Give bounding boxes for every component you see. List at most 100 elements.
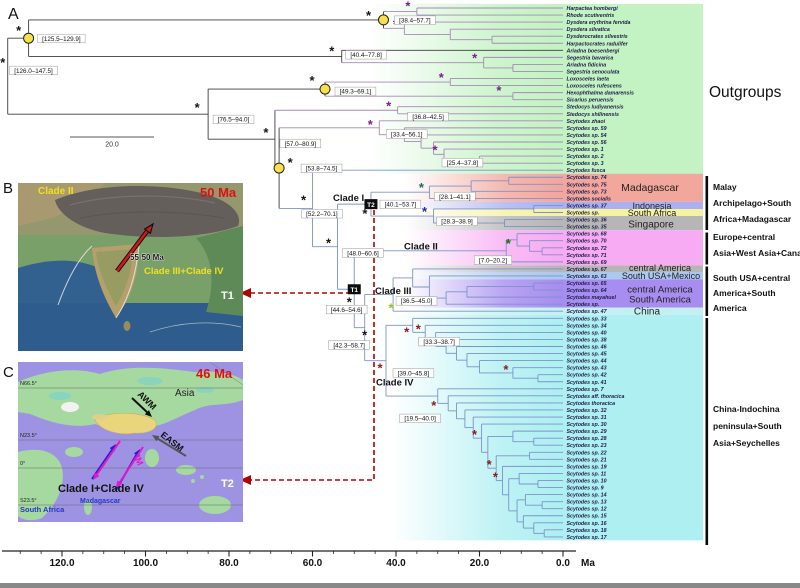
panel-b-letter: B [3, 180, 13, 197]
region-description-line: China-Indochina [713, 404, 780, 414]
panel-b-clade2-label: Clade II [38, 186, 74, 197]
panel-b-collision-age: 55-50 Ma [130, 253, 164, 262]
taxon-label: Scytodes mayahuel [567, 295, 617, 301]
region-description-line: Archipelago+South [713, 198, 791, 208]
taxon-label: Scytodes sp. 41 [567, 380, 607, 386]
node-age-label: [25.4–37.8] [447, 160, 479, 167]
panel-c-age-label: 46 Ma [196, 366, 233, 381]
panel-c-asia-label: Asia [175, 388, 195, 399]
group-bar [706, 267, 709, 317]
taxon-label: Scytodes sp. 12 [567, 507, 607, 513]
taxon-label: Scytodes sp. 56 [567, 140, 607, 146]
taxon-label: Scytodes sp. 31 [567, 415, 607, 421]
taxon-label: Scytodes sp. 35 [567, 225, 608, 231]
panel-c-madagascar-label: Madagascar [80, 498, 121, 505]
taxon-label: Scytodes sp. 38 [567, 337, 607, 343]
panel-c-clades-label: Clade I+Clade IV [58, 483, 145, 495]
taxon-label: Scytodes sp. 23 [567, 443, 607, 449]
node-age-label: [38.4–57.7] [399, 18, 431, 25]
taxon-label: Scytodes socialis [567, 196, 612, 202]
taxon-label: Scytodes sp. 40 [567, 330, 607, 336]
taxon-label: Scytodes sp. 19 [567, 464, 607, 470]
taxon-label: Scytodes sp. 36 [567, 218, 607, 224]
lat-label-0: 0° [20, 461, 25, 467]
region-description-line: Malay [713, 182, 737, 192]
taxon-label: Rhode scutiventris [567, 13, 615, 19]
node-age-label: [40.1–53.7] [385, 202, 417, 209]
group-bar [706, 233, 709, 265]
t1-marker-label: T1 [350, 287, 358, 294]
lat-label-s23: S23.5° [20, 498, 37, 504]
taxon-label: Scytodes zhaoi [567, 119, 606, 125]
node-age-label: [28.1–41.1] [439, 194, 471, 201]
taxon-label: Scytodes sp. 21 [567, 457, 607, 463]
taxon-label: Scytodes sp. 59 [567, 126, 607, 132]
axis-tick-label: 100.0 [133, 558, 158, 569]
taxon-label: Scytodes sp. 11 [567, 471, 607, 477]
taxon-label: Scytodes sp. 75 [567, 182, 608, 188]
taxon-label: Scytodes sp. 1 [567, 147, 604, 153]
node-age-label: [57.0–80.9] [285, 141, 317, 148]
region-description-line: peninsula+South [713, 421, 782, 431]
taxon-label: Scytodes sp. 70 [567, 239, 607, 245]
taxon-label: Scytodes sp. 74 [567, 175, 607, 181]
node-age-label: [33.3–38.7] [423, 339, 455, 346]
panel-c-map: 46 Ma Asia AWM EASM IM Clade I+Clade IV … [18, 362, 243, 522]
node-age-label: [33.4–56.1] [391, 131, 423, 138]
node-age-label: [52.2–70.1] [306, 211, 338, 218]
axis-tick-label: 0.0 [556, 558, 570, 569]
node-age-label: [48.0–60.6] [347, 250, 379, 257]
taxon-label: Scytodes thoracica [567, 401, 616, 407]
node-age-label: [39.0–45.8] [398, 370, 430, 377]
taxon-label: Scytodes sp. 37 [567, 203, 608, 209]
node-age-label: [49.3–69.1] [340, 89, 372, 96]
region-description-line: Africa+Madagascar [713, 214, 792, 224]
taxon-label: Scytodes sp. 32 [567, 408, 607, 414]
calibration-node-circle [378, 15, 388, 25]
taxon-label: Scytodes sp. 2 [567, 154, 604, 160]
taxon-label: Loxosceles laeta [567, 77, 609, 83]
region-description-line: Asia+Seychelles [713, 438, 780, 448]
node-age-label: [44.6–54.6] [331, 307, 363, 314]
taxon-label: Ariadna fidicina [566, 62, 607, 68]
taxon-label: Scytodes sp. 34 [567, 323, 607, 329]
node-age-label: [126.0–147.5] [14, 68, 53, 75]
taxon-label: Scytodes sp. 16 [567, 521, 607, 527]
taxon-label: Scytodes sp. 29 [567, 429, 607, 435]
clade-title: Clade III [375, 286, 411, 297]
band-region-label: Singapore [628, 220, 674, 231]
node-age-label: [36.5–45.0] [401, 298, 433, 305]
region-description-line: Europe+central [713, 232, 775, 242]
band-region-label: South USA+Mexico [622, 271, 700, 281]
taxon-label: Stedocys ludiyanensis [567, 105, 624, 111]
calibration-node-circle [24, 33, 34, 43]
t2-marker-label: T2 [367, 202, 375, 209]
taxon-label: Scytodes sp. 46 [567, 344, 607, 350]
panel-a-letter: A [8, 6, 19, 23]
axis-unit-label: Ma [581, 558, 595, 569]
taxon-label: Scytodes sp. 64 [567, 288, 607, 294]
axis-tick-label: 60.0 [303, 558, 323, 569]
taxon-label: Scytodes sp. 9 [567, 486, 604, 492]
band-region-label: China [634, 307, 661, 318]
taxon-label: Hexophthalma damarensis [567, 91, 634, 97]
taxon-label: Scytodes sp. 42 [567, 373, 607, 379]
taxon-label: Dysdera silvatica [567, 27, 610, 33]
taxon-label: Scytodes sp. 67 [567, 267, 608, 273]
taxon-label: Loxosceles rufescens [567, 84, 622, 90]
node-age-label: [125.5–129.9] [42, 36, 81, 43]
clade-title: Clade IV [376, 378, 414, 389]
clade-title: Clade II [404, 242, 438, 253]
taxon-label: Ariadna boesenbergi [566, 48, 620, 54]
panel-c-terrain [18, 362, 243, 522]
taxon-label: Scytodes sp. 63 [567, 274, 607, 280]
lat-label-n23: N23.5° [20, 433, 37, 439]
taxon-label: Scytodes sp. 10 [567, 478, 607, 484]
taxon-label: Scytodes sp. 65 [567, 281, 608, 287]
node-age-label: [7.0–20.2] [479, 257, 507, 264]
axis-tick-label: 40.0 [386, 558, 406, 569]
taxon-label: Scytodes sp. 7 [567, 387, 605, 393]
taxon-label: Scytodes sp. 47 [567, 309, 608, 315]
